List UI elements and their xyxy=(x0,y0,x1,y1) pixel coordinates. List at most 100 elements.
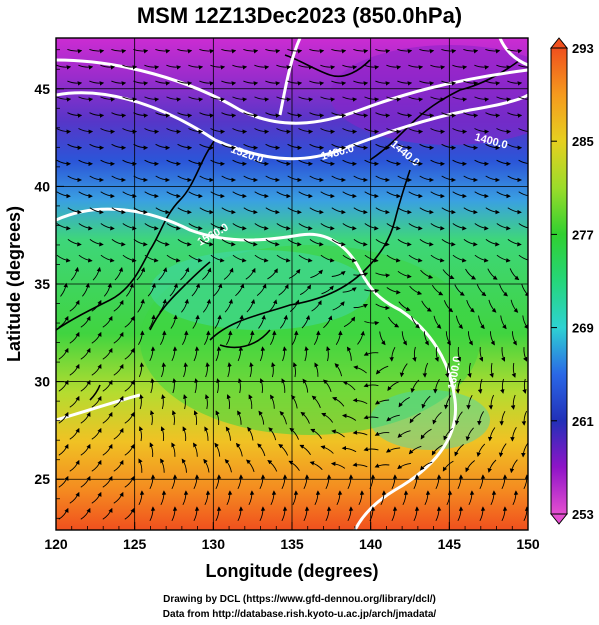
streamline-arrow xyxy=(177,48,193,54)
y-tick-label: 25 xyxy=(34,471,50,487)
streamline-arrow xyxy=(442,460,454,472)
streamline-arrow xyxy=(331,143,347,151)
streamline-arrow xyxy=(149,346,156,362)
streamline-arrow xyxy=(171,346,178,362)
streamline-arrow xyxy=(331,112,347,118)
y-tick-label: 40 xyxy=(34,178,50,194)
streamline-arrow xyxy=(113,395,124,408)
streamline-arrow xyxy=(510,427,517,442)
streamline-arrow xyxy=(155,175,170,183)
streamline-arrow xyxy=(496,159,511,167)
streamline-arrow xyxy=(67,112,83,118)
streamline-arrow xyxy=(299,444,311,455)
streamline-arrow xyxy=(58,475,69,488)
streamline-arrow xyxy=(375,112,391,118)
streamline-arrow xyxy=(430,128,446,134)
streamline-arrow xyxy=(139,394,144,410)
streamline-arrow xyxy=(397,80,413,86)
streamline-arrow xyxy=(160,458,165,473)
streamline-arrow xyxy=(102,347,113,360)
streamline-arrow xyxy=(243,207,258,215)
streamline-arrow xyxy=(331,270,346,277)
streamline-arrow xyxy=(267,268,278,280)
streamline-arrow xyxy=(181,458,187,473)
streamline-arrow xyxy=(292,362,298,378)
streamline-arrow xyxy=(133,143,149,151)
streamline-arrow xyxy=(496,223,511,231)
streamline-arrow xyxy=(419,48,435,54)
streamline-arrow xyxy=(353,207,368,215)
streamline-arrow xyxy=(474,254,489,263)
streamline-arrow xyxy=(342,381,356,391)
streamline-arrow xyxy=(364,191,379,199)
streamline-arrow xyxy=(235,283,245,297)
streamline-arrow xyxy=(193,474,200,490)
streamline-arrow xyxy=(122,64,138,70)
streamline-arrow xyxy=(413,506,420,522)
streamline-arrow xyxy=(342,413,357,421)
streamline-arrow xyxy=(352,398,368,404)
streamline-arrow xyxy=(330,461,346,469)
streamline-arrow xyxy=(326,346,331,362)
streamline-arrow xyxy=(386,159,401,167)
streamline-arrow xyxy=(254,223,269,231)
streamline-arrow xyxy=(191,283,201,297)
streamline-arrow xyxy=(421,395,431,409)
streamline-arrow xyxy=(102,443,113,456)
streamline-arrow xyxy=(474,191,489,199)
streamline-arrow xyxy=(320,445,334,454)
streamline-arrow xyxy=(155,207,170,215)
x-tick-label: 130 xyxy=(202,536,226,552)
streamline-arrow xyxy=(56,254,71,263)
streamline-arrow xyxy=(391,474,398,490)
streamline-arrow xyxy=(268,299,278,313)
streamline-arrow xyxy=(199,112,215,118)
streamline-arrow xyxy=(193,346,200,362)
colorbar-tick-label: 293 xyxy=(572,41,594,56)
streamline-arrow xyxy=(102,379,113,392)
streamline-arrow xyxy=(332,301,345,311)
streamline-arrow xyxy=(67,175,82,183)
streamline-arrow xyxy=(399,363,408,378)
streamline-arrow xyxy=(58,347,69,360)
footer-data-source: Data from http://database.rish.kyoto-u.a… xyxy=(162,609,437,620)
x-tick-label: 125 xyxy=(123,536,147,552)
x-axis: 120 125 130 135 140 145 150 xyxy=(44,522,540,552)
streamline-arrow xyxy=(155,143,171,151)
streamline-arrow xyxy=(509,459,518,474)
streamline-arrow xyxy=(443,300,454,313)
streamline-arrow xyxy=(342,64,358,70)
streamline-arrow xyxy=(518,254,528,263)
x-tick-label: 150 xyxy=(516,536,540,552)
streamline-arrow xyxy=(215,346,222,362)
streamline-arrow xyxy=(171,506,178,522)
streamline-arrow xyxy=(133,80,149,86)
streamline-arrow xyxy=(124,443,135,456)
streamline-arrow xyxy=(463,80,479,86)
streamline-arrow xyxy=(331,239,346,247)
streamline-arrow xyxy=(276,191,291,199)
streamline-arrow xyxy=(122,254,137,263)
streamline-arrow xyxy=(177,239,192,247)
streamline-arrow xyxy=(487,427,496,442)
streamline-arrow xyxy=(188,254,203,263)
streamline-arrow xyxy=(80,379,91,392)
streamline-arrow xyxy=(507,48,523,54)
streamline-arrow xyxy=(386,287,401,295)
streamline-arrow xyxy=(313,330,321,345)
streamline-arrow xyxy=(463,239,478,247)
streamline-arrow xyxy=(113,299,124,312)
streamline-arrow xyxy=(259,474,266,490)
streamline-arrow xyxy=(309,175,324,183)
streamline-arrow xyxy=(202,267,212,281)
streamline-arrow xyxy=(291,394,298,409)
streamline-arrow xyxy=(375,365,389,375)
streamline-arrow xyxy=(298,191,313,199)
streamline-arrow xyxy=(166,128,182,134)
y-tick-label: 45 xyxy=(34,81,50,97)
streamline-arrow xyxy=(374,431,390,436)
streamline-arrow xyxy=(193,506,200,522)
streamline-arrow xyxy=(111,112,127,118)
streamline-arrow xyxy=(386,64,402,70)
